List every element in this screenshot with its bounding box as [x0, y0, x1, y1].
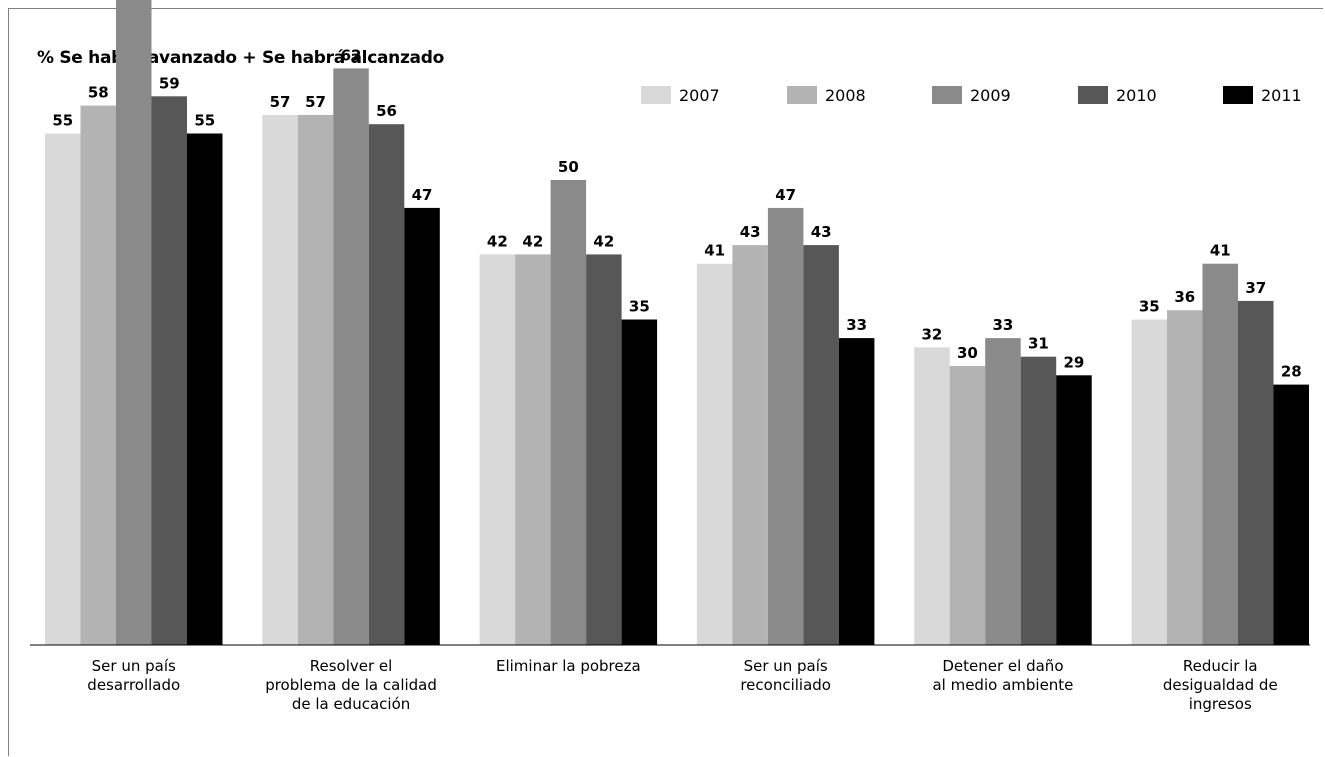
bar-2011-1 — [404, 207, 440, 645]
value-label: 47 — [412, 186, 433, 204]
category-label: Detener el daño al medio ambiente — [932, 657, 1073, 694]
bar-2011-2 — [621, 319, 658, 645]
value-label: 33 — [993, 316, 1014, 334]
legend-label-2011: 2011 — [1261, 86, 1302, 105]
bar-2010-0 — [151, 96, 187, 646]
value-label: 33 — [846, 316, 867, 334]
value-label: 35 — [1139, 298, 1160, 316]
category-label: Ser un país desarrollado — [87, 657, 180, 694]
bar-2008-1 — [297, 114, 334, 645]
bar-2007-5 — [1131, 319, 1167, 645]
bar-2011-4 — [1056, 375, 1092, 645]
bar-2010-1 — [368, 124, 405, 645]
legend-label-2007: 2007 — [679, 86, 720, 105]
bar-2007-2 — [479, 254, 516, 645]
bar-2010-2 — [586, 254, 622, 645]
value-label: 56 — [376, 102, 397, 120]
value-labels: 5558715955575762564742425042354143474333… — [52, 46, 1302, 381]
bar-2007-1 — [262, 114, 298, 645]
legend-label-2008: 2008 — [825, 86, 866, 105]
bar-2008-2 — [515, 254, 551, 645]
category-label: Ser un país reconciliado — [740, 657, 831, 694]
bar-2009-5 — [1202, 263, 1238, 645]
legend-swatch-2009 — [932, 86, 962, 104]
legend-label-2010: 2010 — [1116, 86, 1157, 105]
value-label: 47 — [775, 186, 796, 204]
value-label: 58 — [88, 84, 109, 102]
legend-label-2009: 2009 — [970, 86, 1011, 105]
bar-2009-4 — [985, 338, 1021, 645]
value-label: 41 — [704, 242, 725, 260]
legend: 2007 2008 2009 2010 2011 — [641, 86, 1302, 105]
value-label: 55 — [52, 112, 73, 130]
legend-swatch-2007 — [641, 86, 671, 104]
value-label: 35 — [629, 298, 650, 316]
bars — [45, 0, 1309, 646]
bar-2007-4 — [914, 347, 950, 645]
bar-2010-5 — [1238, 300, 1274, 645]
bar-2008-4 — [949, 366, 986, 645]
category-label: Resolver el problema de la calidad de la e… — [265, 657, 437, 713]
value-label: 55 — [194, 112, 215, 130]
legend-swatch-2010 — [1078, 86, 1108, 104]
bar-2010-4 — [1020, 356, 1057, 645]
value-label: 57 — [305, 93, 326, 111]
bar-2010-3 — [803, 245, 839, 645]
value-label: 57 — [270, 93, 291, 111]
value-label: 29 — [1064, 353, 1085, 371]
value-label: 31 — [1028, 335, 1049, 353]
bar-2011-0 — [187, 133, 223, 645]
bar-2007-3 — [696, 263, 733, 645]
bar-2009-3 — [767, 207, 804, 645]
bar-2008-0 — [80, 105, 116, 646]
value-label: 36 — [1174, 288, 1195, 306]
legend-swatch-2008 — [787, 86, 817, 104]
value-label: 32 — [922, 325, 943, 343]
bar-2007-0 — [45, 133, 81, 645]
category-label: Eliminar la pobreza — [496, 657, 641, 675]
value-label: 28 — [1281, 363, 1302, 381]
category-labels: Ser un país desarrollado Resolver el proble… — [87, 657, 1277, 713]
value-label: 59 — [159, 74, 180, 92]
legend-swatch-2011 — [1223, 86, 1253, 104]
bar-2008-3 — [732, 245, 768, 645]
category-label: Reducir la desigualdad de ingresos — [1163, 657, 1278, 713]
bar-2008-5 — [1167, 310, 1203, 645]
value-label: 62 — [341, 46, 362, 64]
value-label: 50 — [558, 158, 579, 176]
value-label: 41 — [1210, 242, 1231, 260]
bar-2011-5 — [1273, 384, 1309, 645]
bar-2011-3 — [838, 338, 875, 645]
value-label: 42 — [593, 232, 614, 250]
value-label: 43 — [811, 223, 832, 241]
value-label: 30 — [957, 344, 978, 362]
value-label: 42 — [487, 232, 508, 250]
bar-2009-1 — [333, 68, 369, 645]
value-label: 42 — [522, 232, 543, 250]
value-label: 37 — [1245, 279, 1266, 297]
chart-frame — [8, 8, 1323, 756]
value-label: 43 — [740, 223, 761, 241]
bar-2009-0 — [116, 0, 152, 645]
bar-2009-2 — [550, 180, 587, 645]
